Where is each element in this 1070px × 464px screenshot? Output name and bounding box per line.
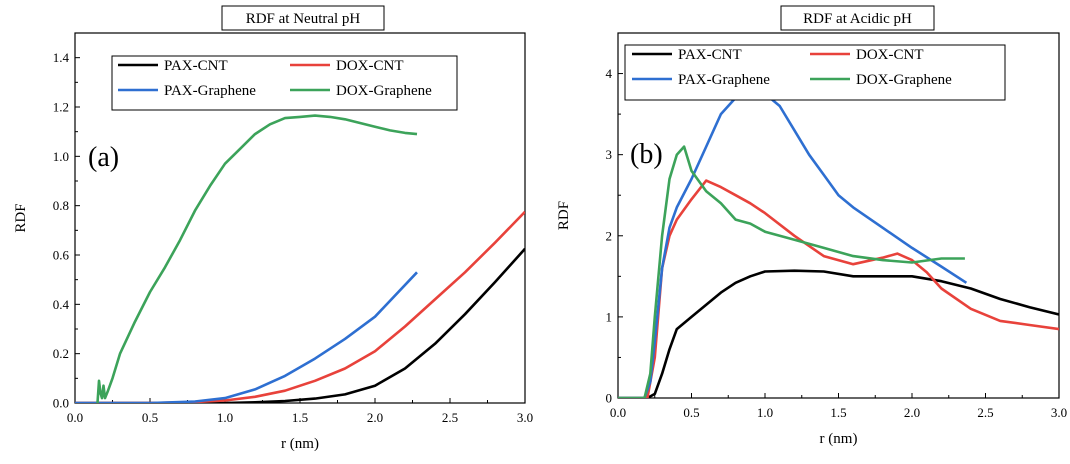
x-tick-label: 1.5 bbox=[830, 405, 846, 420]
series-line-pax-cnt bbox=[75, 247, 525, 403]
series-line-pax-graphene bbox=[75, 271, 418, 403]
x-tick-label: 2.0 bbox=[367, 410, 383, 425]
y-tick-label: 0.4 bbox=[53, 297, 70, 312]
legend-entry: DOX-Graphene bbox=[856, 72, 952, 88]
legend-entry: PAX-CNT bbox=[164, 58, 228, 74]
legend-entry: PAX-Graphene bbox=[164, 83, 256, 99]
series-line-dox-graphene bbox=[618, 145, 965, 398]
x-tick-label: 1.5 bbox=[292, 410, 308, 425]
x-tick-label: 1.0 bbox=[217, 410, 233, 425]
series-line-dox-cnt bbox=[618, 179, 1059, 398]
x-tick-label: 1.0 bbox=[757, 405, 773, 420]
chart-title-box bbox=[780, 5, 935, 31]
x-tick-label: 2.0 bbox=[904, 405, 920, 420]
chart-panel-1: RDF at Acidic pH 0.0 0.5 1.0 1.5 2.0 2.5 3.0 0 1 2… bbox=[556, 5, 1067, 447]
y-tick-label: 1 bbox=[606, 309, 613, 324]
y-tick-label: 1.0 bbox=[53, 149, 69, 164]
y-axis-label: RDF bbox=[556, 201, 572, 230]
x-tick-label: 3.0 bbox=[1051, 405, 1067, 420]
x-tick-label: 0.0 bbox=[610, 405, 626, 420]
y-tick-label: 1.4 bbox=[53, 50, 70, 65]
y-tick-label: 0.0 bbox=[53, 396, 69, 411]
x-tick-label: 2.5 bbox=[442, 410, 458, 425]
legend-entry: DOX-Graphene bbox=[336, 83, 432, 99]
chart-title: RDF at Neutral pH bbox=[246, 11, 361, 27]
x-axis-label: r (nm) bbox=[281, 436, 319, 452]
chart-title-box bbox=[221, 5, 385, 31]
y-tick-label: 2 bbox=[606, 228, 613, 243]
legend-entry: PAX-CNT bbox=[678, 47, 742, 63]
panel-label: (a) bbox=[88, 142, 119, 173]
x-tick-label: 0.5 bbox=[683, 405, 699, 420]
series-line-pax-graphene bbox=[618, 90, 968, 398]
y-tick-label: 3 bbox=[606, 147, 613, 162]
chart-title: RDF at Acidic pH bbox=[803, 11, 912, 27]
y-tick-label: 0.6 bbox=[53, 248, 70, 263]
panel-label: (b) bbox=[630, 139, 663, 170]
x-tick-label: 3.0 bbox=[517, 410, 533, 425]
legend-entry: DOX-CNT bbox=[336, 58, 404, 74]
x-tick-label: 2.5 bbox=[977, 405, 993, 420]
y-tick-label: 1.2 bbox=[53, 100, 69, 115]
legend-box bbox=[111, 55, 458, 111]
y-axis-label: RDF bbox=[13, 203, 29, 232]
y-tick-label: 0 bbox=[606, 391, 613, 406]
legend-entry: DOX-CNT bbox=[856, 47, 924, 63]
x-tick-label: 0.5 bbox=[142, 410, 158, 425]
series-line-dox-graphene bbox=[96, 114, 418, 403]
y-tick-label: 0.8 bbox=[53, 198, 69, 213]
x-axis-label: r (nm) bbox=[820, 431, 858, 447]
chart-panel-0: RDF at Neutral pH 0.0 0.5 1.0 1.5 2.0 2.5 3.0 0.… bbox=[13, 5, 533, 452]
series-line-pax-cnt bbox=[618, 269, 1059, 398]
x-tick-label: 0.0 bbox=[67, 410, 83, 425]
y-tick-label: 4 bbox=[606, 66, 613, 81]
y-tick-label: 0.2 bbox=[53, 346, 69, 361]
legend-entry: PAX-Graphene bbox=[678, 72, 770, 88]
